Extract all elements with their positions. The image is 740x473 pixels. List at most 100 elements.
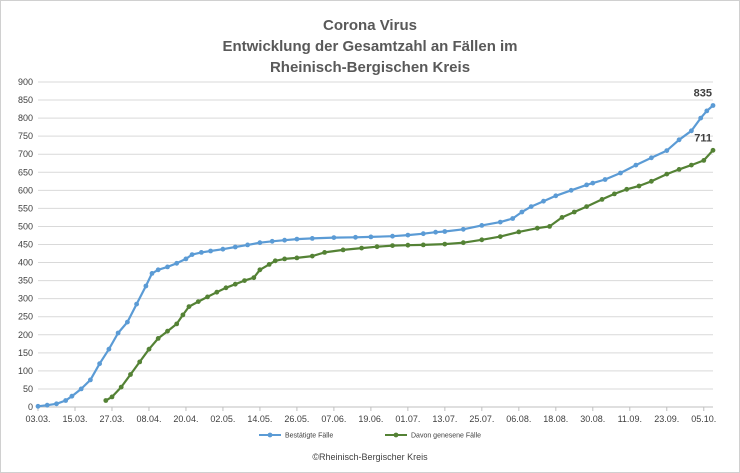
data-point — [69, 393, 75, 399]
data-point — [232, 281, 238, 287]
y-tick-label: 200 — [18, 330, 33, 340]
data-point — [390, 233, 395, 239]
data-point — [528, 204, 534, 210]
end-labels: 835 711 — [694, 87, 712, 144]
y-axis: 0 50 100 150 200 250 300 350 400 450 500 550 600 650 7… — [18, 77, 33, 412]
data-point — [359, 245, 364, 251]
end-value-label: 711 — [694, 132, 712, 144]
x-tick-label: 25.07. — [469, 414, 494, 424]
x-axis: 03.03. 15.03. 27.03. 08.04. 20.04. 02.05. 14.0… — [25, 406, 716, 424]
data-point — [97, 361, 102, 367]
y-tick-label: 450 — [18, 240, 33, 250]
y-tick-label: 100 — [18, 366, 33, 376]
x-tick-label: 01.07. — [395, 414, 420, 424]
data-point — [547, 224, 552, 229]
y-tick-label: 700 — [18, 149, 33, 159]
data-point — [516, 229, 522, 235]
x-tick-label: 07.06. — [321, 414, 346, 424]
y-tick-label: 800 — [18, 113, 33, 123]
x-tick-label: 18.08. — [543, 414, 568, 424]
series-line — [37, 104, 714, 408]
data-point — [584, 182, 589, 188]
legend-item: Bestätigte Fälle — [259, 433, 333, 440]
data-point — [88, 377, 93, 383]
y-tick-label: 50 — [23, 384, 33, 394]
data-point — [698, 115, 704, 121]
chart-title-line-3: Rheinisch-Bergischen Kreis — [270, 59, 470, 76]
data-point — [519, 209, 525, 215]
data-point — [78, 386, 84, 392]
data-point — [272, 258, 278, 264]
data-point — [257, 240, 263, 246]
data-point — [35, 403, 41, 409]
data-point — [420, 242, 426, 248]
data-point — [353, 234, 358, 240]
data-point — [442, 241, 448, 247]
legend-label: Bestätigte Fälle — [285, 433, 333, 440]
data-point — [649, 155, 654, 161]
series-2 — [103, 147, 716, 403]
x-tick-label: 05.10. — [691, 414, 716, 424]
x-tick-label: 13.07. — [432, 414, 457, 424]
data-point — [165, 264, 170, 270]
data-point — [420, 231, 426, 237]
x-tick-label: 27.03. — [99, 414, 124, 424]
data-point — [109, 394, 115, 400]
data-point — [559, 215, 565, 220]
data-point — [590, 180, 596, 186]
x-tick-label: 06.08. — [506, 414, 531, 424]
data-point — [340, 247, 346, 253]
data-point — [251, 275, 257, 281]
data-point — [189, 252, 195, 257]
data-point — [664, 171, 670, 177]
data-point — [710, 103, 716, 108]
data-point — [174, 260, 180, 266]
credit-text: ©Rheinisch-Bergischer Kreis — [312, 452, 428, 462]
data-point — [602, 177, 608, 182]
y-tick-label: 0 — [28, 402, 33, 412]
data-point — [143, 283, 149, 289]
data-point — [294, 236, 300, 242]
legend: Bestätigte Fälle Davon genesene Fälle — [259, 433, 481, 440]
series-layer — [35, 103, 716, 409]
data-point — [282, 256, 287, 262]
data-point — [636, 183, 642, 189]
data-point — [701, 158, 707, 163]
y-tick-label: 750 — [18, 131, 33, 141]
data-point — [534, 225, 540, 231]
x-tick-label: 02.05. — [210, 414, 235, 424]
series-line — [105, 149, 714, 402]
data-point — [618, 170, 623, 176]
data-point — [125, 319, 130, 325]
data-point — [199, 250, 204, 255]
legend-swatch-marker — [393, 432, 399, 438]
data-point — [257, 267, 263, 273]
data-point — [63, 398, 69, 403]
y-tick-label: 250 — [18, 312, 33, 322]
data-point — [165, 328, 170, 334]
data-point — [704, 108, 710, 114]
legend-label: Davon genesene Fälle — [411, 433, 481, 440]
data-point — [309, 236, 315, 241]
data-point — [137, 359, 143, 365]
x-tick-label: 03.03. — [25, 414, 50, 424]
data-point — [374, 244, 380, 250]
data-point — [624, 186, 630, 192]
x-tick-label: 15.03. — [62, 414, 87, 424]
x-tick-label: 23.09. — [654, 414, 679, 424]
data-point — [183, 256, 189, 262]
data-point — [269, 238, 275, 244]
data-point — [497, 219, 503, 225]
legend-item: Davon genesene Fälle — [385, 433, 481, 440]
data-point — [649, 178, 654, 184]
data-point — [180, 312, 186, 318]
data-point — [584, 204, 589, 210]
data-point — [103, 398, 109, 403]
data-point — [208, 248, 214, 254]
data-point — [612, 191, 617, 197]
data-point — [553, 193, 559, 199]
data-point — [149, 271, 155, 276]
x-tick-label: 19.06. — [358, 414, 383, 424]
data-point — [405, 242, 411, 248]
